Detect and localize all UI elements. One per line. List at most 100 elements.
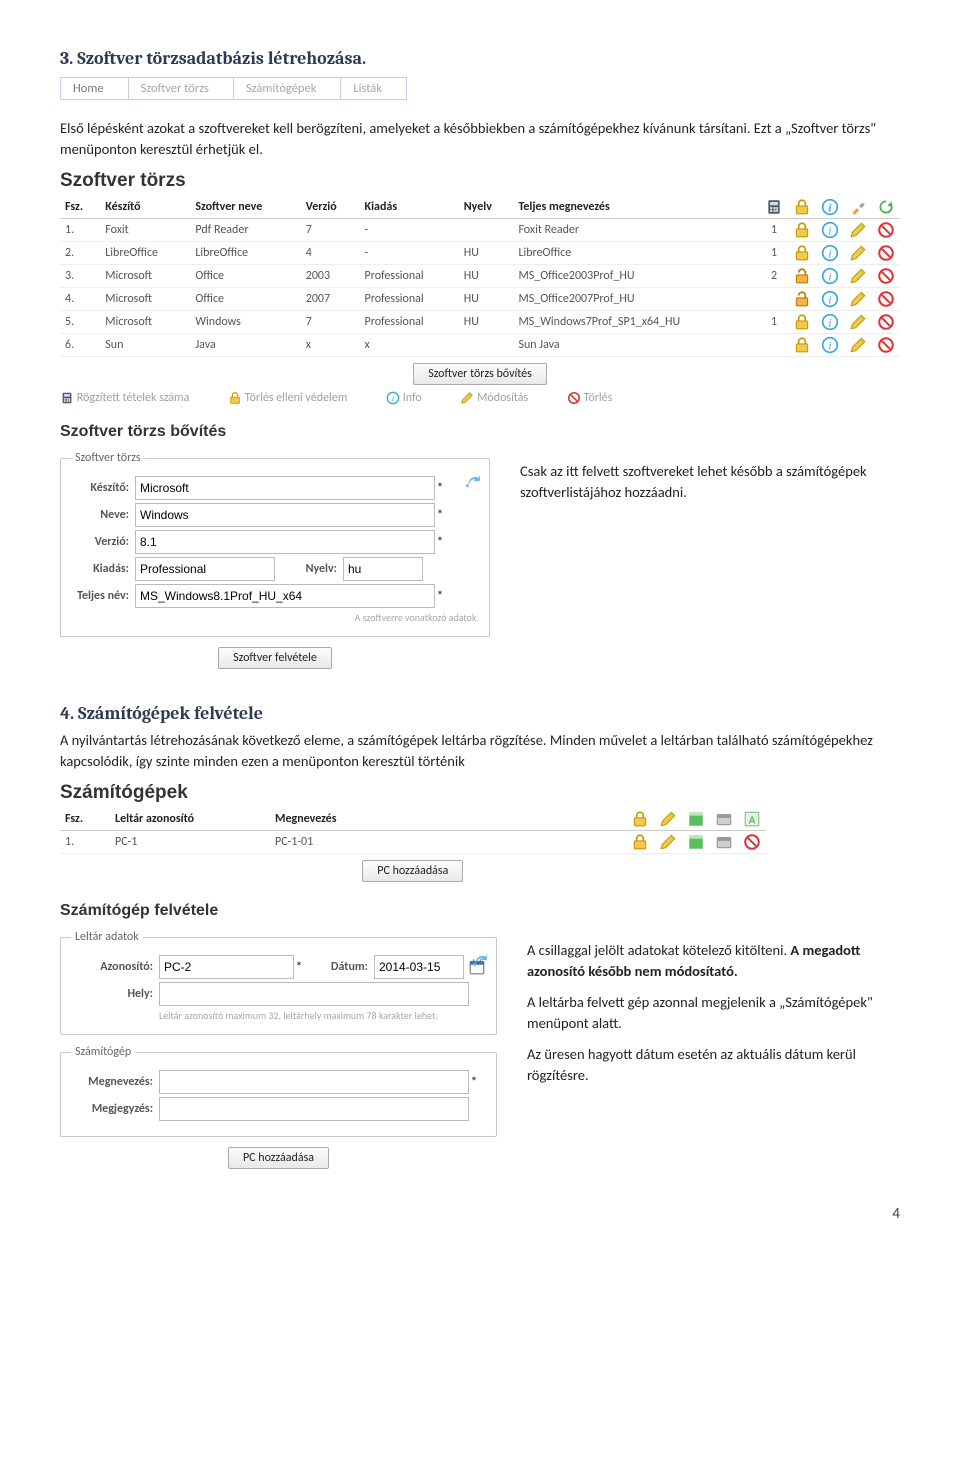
legend-count: Rögzített tételek száma xyxy=(77,391,190,405)
table1-title: Szoftver törzs xyxy=(60,170,900,192)
delete-icon[interactable] xyxy=(743,833,761,851)
table-row: 6.SunJavaxxSun Java xyxy=(60,334,900,357)
gray-icon[interactable] xyxy=(715,833,733,851)
back-icon[interactable] xyxy=(470,950,488,968)
col-name: Szoftver neve xyxy=(190,196,300,219)
lock-icon[interactable] xyxy=(793,244,811,262)
lock-icon xyxy=(228,391,242,405)
nav-home[interactable]: Home xyxy=(61,78,129,99)
info-icon[interactable] xyxy=(821,313,839,331)
info-icon[interactable] xyxy=(821,290,839,308)
col2-id: Leltár azonosító xyxy=(110,808,270,831)
edit-icon xyxy=(659,810,677,828)
delete-icon xyxy=(567,391,581,405)
info-icon[interactable] xyxy=(821,336,839,354)
info-icon xyxy=(821,198,839,216)
lbl-name: Neve: xyxy=(71,508,129,522)
lock-icon[interactable] xyxy=(793,313,811,331)
delete-icon[interactable] xyxy=(877,221,895,239)
input-lang[interactable] xyxy=(343,557,423,581)
note-d: Az üresen hagyott dátum esetén az aktuál… xyxy=(527,1044,900,1086)
lbl-date: Dátum: xyxy=(320,960,368,974)
table-row: 5.MicrosoftWindows7ProfessionalHUMS_Wind… xyxy=(60,311,900,334)
nav-pc[interactable]: Számítógépek xyxy=(234,78,341,99)
add-pc-submit[interactable]: PC hozzáadása xyxy=(228,1147,329,1169)
edit-icon[interactable] xyxy=(849,290,867,308)
back-icon[interactable] xyxy=(463,471,481,489)
info-icon[interactable] xyxy=(821,221,839,239)
note-a-wrap: A csillaggal jelölt adatokat kötelező ki… xyxy=(527,940,900,982)
input-pcname[interactable] xyxy=(159,1070,469,1094)
input-full[interactable] xyxy=(135,584,435,608)
input-id[interactable] xyxy=(159,955,294,979)
note-a: A csillaggal jelölt adatokat kötelező ki… xyxy=(527,941,790,959)
info-icon[interactable] xyxy=(821,267,839,285)
green-icon xyxy=(687,810,705,828)
legend-info: Info xyxy=(403,391,422,405)
info-icon[interactable] xyxy=(821,244,839,262)
gray-icon xyxy=(715,810,733,828)
section3-heading: 3. Szoftver törzsadatbázis létrehozása. xyxy=(60,48,900,69)
software-form: Szoftver törzs Készítő:* Neve:* Verzió:*… xyxy=(60,451,490,637)
lbl-ed: Kiadás: xyxy=(71,562,129,576)
edit-icon[interactable] xyxy=(849,221,867,239)
form-hint: A szoftverre vonatkozó adatok. xyxy=(71,611,479,624)
green-icon[interactable] xyxy=(687,833,705,851)
unlock-icon[interactable] xyxy=(793,290,811,308)
col-fsz: Fsz. xyxy=(60,196,100,219)
edit-icon[interactable] xyxy=(849,244,867,262)
col2-name: Megnevezés xyxy=(270,808,626,831)
edit-icon[interactable] xyxy=(849,336,867,354)
legend-lock: Törlés elleni védelem xyxy=(245,391,348,405)
delete-icon[interactable] xyxy=(877,336,895,354)
pc-form-legend: Számítógép xyxy=(71,1045,135,1059)
input-pcnote[interactable] xyxy=(159,1097,469,1121)
lbl-lang: Nyelv: xyxy=(289,562,337,576)
input-maker[interactable] xyxy=(135,476,435,500)
lbl-pcname: Megnevezés: xyxy=(71,1075,153,1089)
lbl-id: Azonosító: xyxy=(71,960,153,974)
tools-icon xyxy=(849,198,867,216)
lock-icon[interactable] xyxy=(631,833,649,851)
lbl-pcnote: Megjegyzés: xyxy=(71,1102,153,1116)
lbl-full: Teljes név: xyxy=(71,589,129,603)
note-c: A leltárba felvett gép azonnal megjeleni… xyxy=(527,992,900,1034)
edit-icon[interactable] xyxy=(849,267,867,285)
lock-icon[interactable] xyxy=(793,336,811,354)
refresh-icon xyxy=(877,198,895,216)
nav-torzs[interactable]: Szoftver törzs xyxy=(129,78,234,99)
delete-icon[interactable] xyxy=(877,313,895,331)
legend-edit: Módosítás xyxy=(477,391,528,405)
delete-icon[interactable] xyxy=(877,290,895,308)
nav-list[interactable]: Listák xyxy=(341,78,406,99)
lock-icon[interactable] xyxy=(793,221,811,239)
a-icon xyxy=(743,810,761,828)
input-loc[interactable] xyxy=(159,982,469,1006)
edit-icon[interactable] xyxy=(849,313,867,331)
pc-form: Számítógép Megnevezés:* Megjegyzés: xyxy=(60,1045,497,1137)
col-ver: Verzió xyxy=(301,196,360,219)
input-ver[interactable] xyxy=(135,530,435,554)
input-name[interactable] xyxy=(135,503,435,527)
col-mk: Készítő xyxy=(100,196,190,219)
lbl-ver: Verzió: xyxy=(71,535,129,549)
inv-hint: Leltár azonosító maximum 32, leltárhely … xyxy=(159,1009,486,1022)
delete-icon[interactable] xyxy=(877,244,895,262)
section4-p1: A nyilvántartás létrehozásának következő… xyxy=(60,730,900,772)
section3-note: Csak az itt felvett szoftvereket lehet k… xyxy=(520,461,900,503)
input-date[interactable] xyxy=(374,955,464,979)
delete-icon[interactable] xyxy=(877,267,895,285)
software-form-legend: Szoftver törzs xyxy=(71,451,145,465)
edit-icon[interactable] xyxy=(659,833,677,851)
software-table: Fsz. Készítő Szoftver neve Verzió Kiadás… xyxy=(60,196,900,357)
add-software-button[interactable]: Szoftver törzs bővítés xyxy=(413,363,547,385)
add-pc-button[interactable]: PC hozzáadása xyxy=(362,860,463,882)
pc-table: Fsz. Leltár azonosító Megnevezés 1.PC-1P… xyxy=(60,808,766,854)
input-ed[interactable] xyxy=(135,557,275,581)
info-icon xyxy=(386,391,400,405)
col2-fsz: Fsz. xyxy=(60,808,110,831)
calc-icon xyxy=(765,198,783,216)
unlock-icon[interactable] xyxy=(793,267,811,285)
add-software-submit[interactable]: Szoftver felvétele xyxy=(218,647,332,669)
inventory-form-legend: Leltár adatok xyxy=(71,930,143,944)
